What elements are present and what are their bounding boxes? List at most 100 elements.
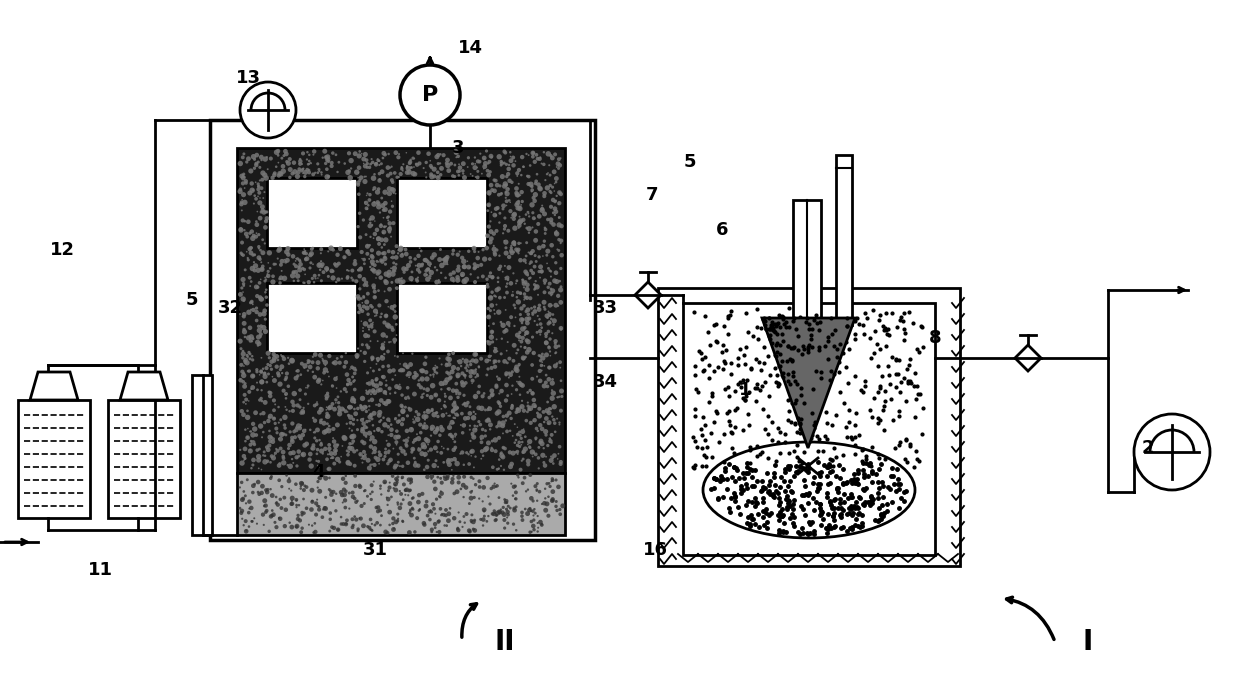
Circle shape [425, 409, 431, 414]
Circle shape [462, 172, 465, 175]
Circle shape [401, 477, 403, 479]
Circle shape [366, 244, 370, 249]
Circle shape [488, 154, 493, 159]
Circle shape [326, 407, 327, 408]
Circle shape [489, 236, 493, 241]
Circle shape [487, 204, 491, 207]
Circle shape [375, 162, 378, 164]
Circle shape [259, 296, 264, 302]
Circle shape [296, 375, 300, 377]
Circle shape [323, 476, 328, 481]
Circle shape [510, 393, 513, 395]
Circle shape [265, 447, 270, 452]
Circle shape [239, 509, 244, 513]
Circle shape [427, 450, 430, 452]
Circle shape [473, 157, 476, 159]
Circle shape [458, 520, 461, 523]
Circle shape [493, 509, 496, 513]
Circle shape [259, 155, 264, 159]
Circle shape [523, 299, 525, 300]
Circle shape [524, 310, 528, 313]
Circle shape [390, 281, 393, 284]
Circle shape [418, 447, 419, 449]
Circle shape [436, 175, 441, 180]
Circle shape [374, 456, 378, 460]
Circle shape [337, 401, 341, 405]
Circle shape [544, 244, 545, 246]
Circle shape [514, 160, 517, 162]
Circle shape [259, 374, 260, 375]
Circle shape [320, 443, 323, 447]
Circle shape [441, 446, 442, 447]
Circle shape [369, 340, 372, 342]
Circle shape [527, 488, 529, 491]
Circle shape [261, 512, 265, 517]
Circle shape [378, 275, 383, 280]
Circle shape [384, 226, 385, 227]
Circle shape [546, 285, 550, 289]
Bar [19, 400, 90, 518]
Circle shape [503, 151, 507, 155]
Circle shape [551, 304, 553, 306]
Circle shape [532, 211, 534, 215]
Circle shape [499, 509, 502, 511]
Circle shape [374, 162, 378, 167]
Circle shape [472, 266, 477, 270]
Circle shape [504, 413, 509, 418]
Circle shape [359, 404, 362, 407]
Circle shape [512, 272, 514, 274]
Circle shape [422, 445, 427, 449]
Circle shape [478, 485, 482, 489]
Circle shape [275, 364, 279, 369]
Circle shape [532, 351, 536, 355]
Circle shape [491, 340, 494, 343]
Circle shape [437, 530, 441, 534]
Circle shape [470, 360, 471, 362]
Circle shape [301, 267, 305, 270]
Circle shape [359, 405, 363, 409]
Circle shape [481, 394, 484, 398]
Circle shape [528, 213, 529, 215]
Circle shape [351, 375, 354, 379]
Circle shape [248, 326, 253, 330]
Circle shape [509, 156, 512, 157]
Circle shape [444, 524, 446, 526]
Circle shape [373, 430, 375, 432]
Circle shape [545, 374, 548, 377]
Circle shape [286, 253, 290, 257]
Circle shape [372, 390, 377, 395]
Circle shape [510, 451, 515, 456]
Circle shape [481, 458, 482, 460]
Circle shape [384, 299, 389, 303]
Circle shape [549, 315, 551, 317]
Circle shape [384, 280, 389, 285]
Circle shape [517, 193, 520, 197]
Circle shape [528, 406, 533, 411]
Circle shape [528, 473, 533, 477]
Circle shape [336, 527, 341, 532]
Circle shape [292, 263, 296, 266]
Circle shape [494, 178, 498, 183]
Circle shape [440, 272, 442, 274]
Text: 7: 7 [646, 186, 658, 204]
Circle shape [362, 330, 364, 332]
Circle shape [349, 405, 353, 409]
Circle shape [248, 390, 252, 394]
Circle shape [418, 161, 421, 165]
Circle shape [512, 240, 517, 246]
Circle shape [380, 343, 385, 347]
Circle shape [354, 369, 357, 372]
Circle shape [415, 417, 420, 422]
Circle shape [285, 378, 287, 380]
Circle shape [317, 460, 320, 463]
Circle shape [456, 396, 460, 399]
Circle shape [435, 498, 439, 501]
Circle shape [520, 511, 524, 514]
Circle shape [375, 388, 380, 393]
Circle shape [276, 248, 281, 253]
Circle shape [388, 153, 390, 155]
Circle shape [497, 267, 502, 271]
Circle shape [316, 262, 322, 268]
Circle shape [533, 265, 536, 268]
Circle shape [560, 285, 563, 288]
